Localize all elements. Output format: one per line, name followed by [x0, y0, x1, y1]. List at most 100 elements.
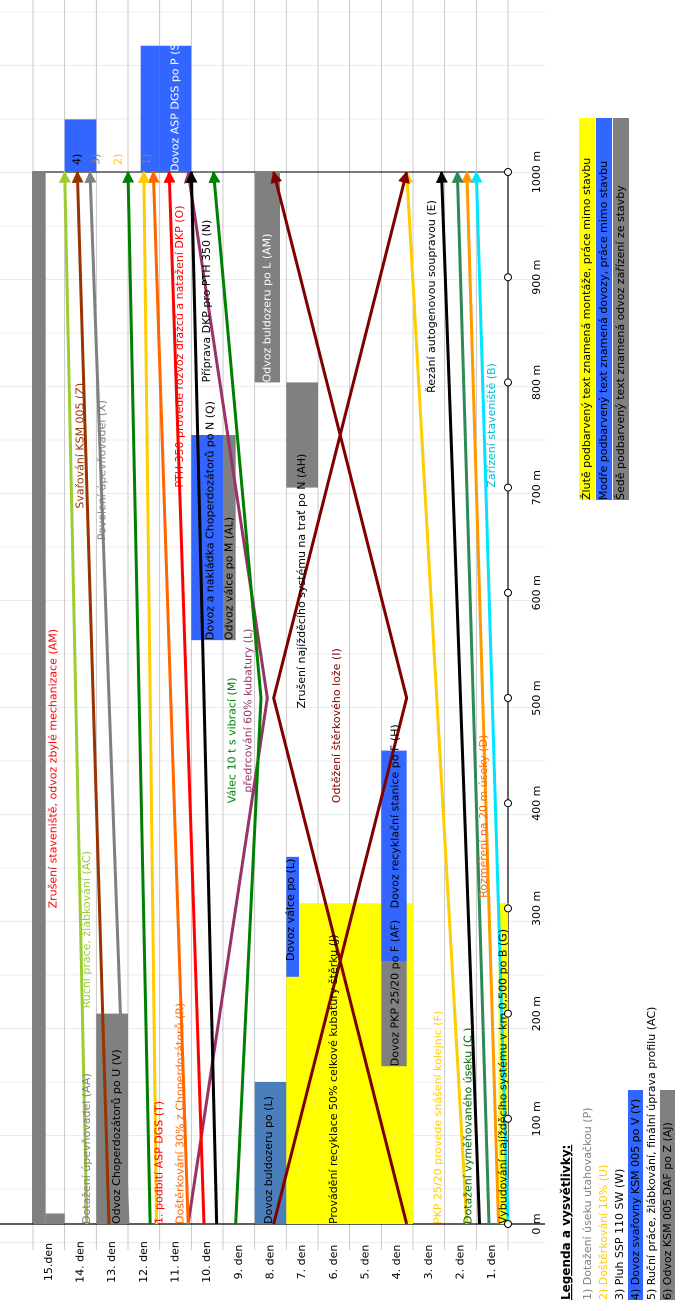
day-label: 12. den	[137, 1241, 150, 1283]
distance-tick-marker	[504, 1009, 512, 1018]
color-key-entry: Šedě podbarvený text znamená odvoz zaříz…	[614, 185, 627, 500]
task-label: Zrušení staveniště, odvoz zbylé mechaniz…	[47, 629, 60, 908]
series-line	[270, 170, 409, 1225]
day-label: 11. den	[169, 1241, 182, 1283]
day-label: 9. den	[232, 1245, 245, 1280]
task-label: Dotažení vyměňovaného úseku (C )	[461, 1028, 474, 1224]
task-label: Zrušení najížděcího systému na trať po N…	[295, 454, 308, 709]
series-line	[272, 170, 410, 1225]
series-line	[137, 170, 158, 1225]
chart-bar	[64, 119, 97, 172]
distance-tick-marker	[504, 694, 512, 702]
day-label: 2. den	[454, 1245, 467, 1280]
distance-tick-label: 900 m	[530, 260, 543, 295]
distance-tick-marker	[504, 799, 512, 808]
color-key-entry: Modře podbarvený text znamená dovozy, pr…	[597, 161, 610, 500]
task-label: Dovoz ASP DGS po P (S)	[169, 39, 182, 172]
task-label: Dovoz válce po (L)	[284, 859, 297, 961]
series-line	[122, 170, 152, 1225]
distance-tick-marker	[504, 483, 512, 492]
legend-entry-bg	[660, 1090, 675, 1300]
distance-tick-marker	[504, 1220, 512, 1228]
series-line	[401, 170, 469, 1225]
distance-tick-label: 400 m	[530, 786, 543, 821]
task-label: 1. podbití ASP DGS (T)	[153, 1101, 166, 1224]
task-label: předrcování 60% kubatury (L)	[241, 629, 254, 793]
chart-bar	[223, 435, 236, 641]
series-line	[435, 170, 481, 1225]
chart-bar	[140, 45, 160, 173]
legend-title: Legenda a vysvětlivky:	[559, 1145, 573, 1300]
color-key-bg	[579, 118, 595, 500]
series-line	[71, 170, 111, 1225]
day-label: 4. den	[390, 1245, 403, 1280]
task-label: PTH 350 provede rozvoz drážců a natažení…	[173, 206, 186, 488]
legend-entry-bg	[628, 1090, 643, 1300]
series-line	[470, 170, 510, 1225]
chart-bar	[191, 435, 223, 641]
series-line	[185, 170, 219, 1225]
day-label: 7. den	[295, 1245, 308, 1280]
chart-bar	[45, 1213, 65, 1224]
task-label: Povolení úpevňovadel (X)	[96, 400, 109, 540]
day-label: 15.den	[42, 1243, 55, 1281]
series-line	[84, 170, 130, 1225]
task-label: Válec 10 t s vibrací (M)	[226, 677, 239, 803]
task-label: Příprava DKP pro PTH 350 (N)	[200, 220, 213, 383]
day-label: 8. den	[264, 1245, 277, 1280]
task-label: Doštěrkování 30% z Choperdozátorů (R)	[173, 1003, 186, 1224]
day-label: 14. den	[74, 1241, 87, 1283]
task-label: Dovoz recyklační stanice po F (H)	[389, 724, 402, 908]
task-label: Dotažení úpevňovadel (AA)	[80, 1073, 93, 1224]
color-key-bg	[596, 118, 612, 500]
legend-entry: 6) Odvoz KSM 005 DAF po Z (AJ)	[661, 1122, 674, 1300]
task-label: Odvoz buldozeru po L (AM)	[260, 234, 273, 383]
color-key-bg	[613, 118, 629, 500]
distance-tick-label: 100 m	[530, 1101, 543, 1136]
day-label: 13. den	[105, 1241, 118, 1283]
series-line	[58, 170, 89, 1225]
chart-bar	[33, 172, 46, 1224]
legend-entry: 5) Ruční práce, žlábkování, finální úpra…	[645, 1007, 658, 1300]
distance-tick-label: 300 m	[530, 891, 543, 926]
day-label: 3. den	[422, 1245, 435, 1280]
task-label: Provádění recyklace 50% celkové kubatury…	[327, 934, 340, 1224]
distance-tick-label: 600 m	[530, 575, 543, 610]
chart-bar	[286, 856, 299, 977]
chart-bar	[286, 382, 318, 488]
distance-tick-label: 1000 m	[530, 151, 543, 193]
task-label: Rozměření na 20 m úseky (D)	[477, 735, 490, 898]
series-line	[461, 170, 500, 1225]
day-label: 6. den	[327, 1245, 340, 1280]
distance-tick-label: 700 m	[530, 470, 543, 505]
legend-entry: 3) Pluh SSP 110 SW (W)	[613, 1169, 626, 1300]
distance-tick-marker	[504, 904, 512, 913]
task-label: Odvoz válce po M (AL)	[222, 517, 235, 640]
task-label: Řezání autogenovou soupravou (E)	[425, 200, 438, 393]
legend-entry: 2) Doštěrkování 10% (U)	[597, 1165, 610, 1300]
series-line	[183, 170, 269, 1225]
side-mark: 4)	[71, 154, 84, 165]
task-label: Zařízení staveniště (B)	[485, 363, 498, 487]
distance-tick-label: 0 m	[530, 1213, 543, 1234]
chart-bar	[159, 45, 192, 173]
distance-tick-label: 800 m	[530, 365, 543, 400]
task-label: Dovoz buldozeru po (L)	[262, 1096, 275, 1224]
series-line	[451, 170, 491, 1225]
task-label: Dovoz PKP 25/20 po F (AF)	[389, 920, 402, 1066]
series-line	[147, 170, 190, 1225]
task-label: Dovoz SSP 110 SW po (T)	[127, 32, 140, 172]
side-mark: 2)	[112, 154, 125, 165]
series-line	[208, 170, 263, 1225]
distance-tick-marker	[504, 168, 512, 176]
color-key-entry: Žlutě podbarvený text znamená montáže, p…	[580, 158, 593, 500]
distance-tick-marker	[504, 378, 512, 387]
legend-entry: 4) Dovoz svařovny KSM 005 po V (Y)	[629, 1099, 642, 1300]
task-label: Ruční práce, žlábkování (AC)	[80, 851, 93, 1008]
distance-tick-marker	[504, 588, 512, 597]
legend-entry: 1) Dotažení úseku utahovačkou (P)	[581, 1108, 594, 1301]
task-label: Dovoz a nakládka Choperdozátorů po N (Q)	[203, 401, 216, 640]
task-label: Odtěžení štěrkového lože (I)	[330, 648, 343, 803]
distance-tick-label: 200 m	[530, 996, 543, 1031]
